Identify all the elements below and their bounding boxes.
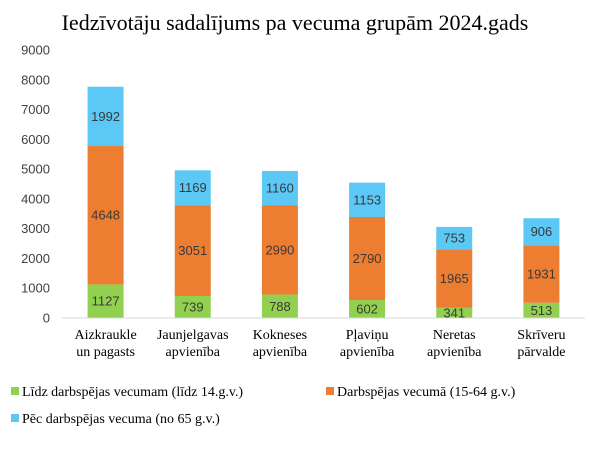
bar-group: 602 2790 1153: [349, 182, 386, 318]
data-label: 341: [443, 305, 465, 320]
y-tick-label: 8000: [21, 72, 50, 87]
y-tick-label: 6000: [21, 132, 50, 147]
x-tick-label: apvienība: [166, 345, 221, 360]
bar-segment: [349, 216, 386, 301]
data-label: 602: [356, 302, 378, 317]
data-label: 739: [182, 299, 204, 314]
x-tick-label: pārvalde: [517, 345, 565, 360]
legend-item: Līdz darbspējas vecumam (līdz 14.g.v.): [11, 385, 243, 400]
bar-group: 739 3051 1169: [174, 170, 211, 318]
x-tick-label: apvienība: [340, 345, 395, 360]
bar-segment: [87, 146, 124, 285]
bar-segment: [174, 295, 211, 318]
bar-segment: [87, 86, 124, 147]
data-label: 513: [531, 303, 553, 318]
x-tick-label: Skrīveru: [517, 328, 565, 343]
y-tick-label: 3000: [21, 221, 50, 236]
bar-segment: [349, 182, 386, 217]
bar-segment: [174, 170, 211, 206]
x-tick-label: Pļaviņu: [346, 328, 389, 343]
y-tick-label: 1000: [21, 281, 50, 296]
bar-group: 341 1965 753: [436, 226, 473, 320]
y-tick-label: 4000: [21, 191, 50, 206]
bar-segment: [523, 218, 560, 246]
data-label: 4648: [91, 208, 120, 223]
y-tick-label: 5000: [21, 162, 50, 177]
y-tick-label: 7000: [21, 102, 50, 117]
bar-segment: [523, 302, 560, 318]
bar-group: 788 2990 1160: [261, 170, 298, 318]
x-tick-label: Jaunjelgavas: [157, 328, 229, 343]
data-label: 1992: [91, 109, 120, 124]
y-axis: 0 1000 2000 3000 4000 5000 6000 7000 8000 9000: [21, 43, 50, 326]
bar-group: 513 1931 906: [523, 218, 560, 318]
legend-swatch: [11, 414, 19, 422]
y-tick-label: 0: [43, 311, 50, 326]
data-label: 1127: [92, 294, 120, 309]
legend-swatch: [326, 387, 334, 395]
x-tick-label: apvienība: [427, 345, 482, 360]
data-label: 906: [531, 224, 553, 239]
bar-segment: [87, 284, 124, 318]
legend-label: Līdz darbspējas vecumam (līdz 14.g.v.): [22, 385, 243, 400]
data-label: 753: [443, 231, 465, 246]
bar-group: 1127 4648 1992: [87, 86, 124, 318]
data-label: 2790: [353, 251, 382, 266]
bar-segment: [436, 226, 473, 250]
legend-item: Pēc darbspējas vecuma (no 65 g.v.): [11, 412, 220, 427]
data-label: 2990: [265, 243, 294, 258]
bar-segment: [261, 205, 298, 295]
bars: 1127 4648 1992 739 3051 1169 788 2990 1160 602 279…: [87, 86, 560, 320]
legend-item: Darbspējas vecumā (15-64 g.v.): [326, 385, 516, 400]
data-label: 1965: [440, 271, 469, 286]
legend-label: Darbspējas vecumā (15-64 g.v.): [337, 385, 516, 400]
bar-segment: [174, 205, 211, 296]
data-label: 788: [269, 299, 291, 314]
chart-title: Iedzīvotāju sadalījums pa vecuma grupām …: [62, 10, 529, 35]
x-tick-label: Kokneses: [253, 328, 307, 343]
bar-segment: [523, 245, 560, 303]
bar-segment: [349, 300, 386, 318]
bar-segment: [261, 294, 298, 318]
data-label: 1931: [527, 266, 556, 281]
data-label: 3051: [178, 243, 207, 258]
legend: Līdz darbspējas vecumam (līdz 14.g.v.) Da…: [11, 385, 516, 427]
data-label: 1169: [179, 180, 207, 195]
x-tick-label: Neretas: [433, 328, 476, 343]
data-label: 1160: [266, 181, 294, 196]
x-tick-label: un pagasts: [76, 345, 135, 360]
bar-segment: [436, 307, 473, 318]
y-tick-label: 9000: [21, 43, 50, 58]
x-tick-label: Aizkraukle: [74, 328, 136, 343]
legend-swatch: [11, 387, 19, 395]
x-axis: Aizkraukle un pagasts Jaunjelgavas apvienīb…: [62, 317, 585, 360]
bar-segment: [261, 170, 298, 206]
bar-segment: [436, 249, 473, 308]
x-tick-label: apvienība: [253, 345, 308, 360]
data-label: 1153: [353, 192, 381, 207]
legend-label: Pēc darbspējas vecuma (no 65 g.v.): [22, 412, 220, 427]
y-tick-label: 2000: [21, 251, 50, 266]
